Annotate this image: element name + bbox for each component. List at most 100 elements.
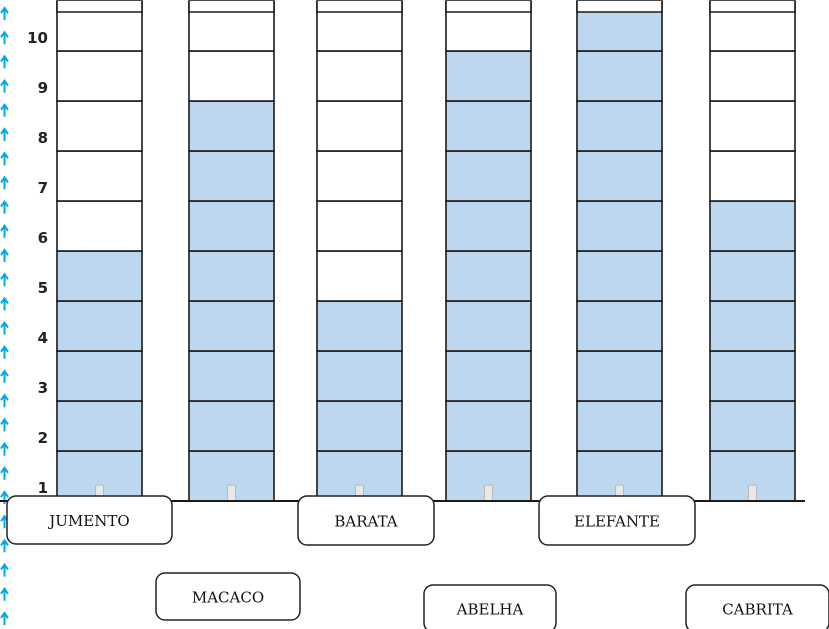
- bottle-icon: [227, 484, 236, 502]
- bar-top-cap-elefante: [576, 1, 663, 13]
- bar-cell-elefante-9: [576, 50, 663, 102]
- label-frame: [538, 495, 696, 546]
- up-arrow-icon: [0, 30, 9, 45]
- left-margin-arrow-icons: [0, 6, 9, 625]
- bar-cell-cabrita-2: [709, 400, 796, 452]
- up-arrow-icon: [0, 417, 9, 432]
- label-box-cabrita: CABRITA: [685, 584, 829, 629]
- up-arrow-icon: [0, 78, 9, 93]
- bar-cell-macaco-6: [188, 200, 275, 252]
- bar-cell-jumento-5: [56, 250, 143, 302]
- bar-cell-barata-8: [316, 100, 403, 152]
- label-frame: [423, 584, 557, 629]
- up-arrow-icon: [0, 224, 9, 238]
- up-arrow-icon: [0, 562, 9, 577]
- bar-cell-cabrita-7: [709, 150, 796, 202]
- y-tick-2: 2: [38, 429, 48, 447]
- bar-cell-abelha-8: [445, 100, 532, 152]
- category-label-barata: BARATA: [334, 513, 397, 531]
- bar-cell-abelha-2: [445, 400, 532, 452]
- bar-top-cap-jumento: [56, 1, 143, 13]
- up-arrow-icon: [0, 320, 9, 335]
- bar-cell-barata-7: [316, 150, 403, 202]
- up-arrow-icon: [0, 538, 9, 553]
- bar-cell-elefante-4: [576, 300, 663, 352]
- up-arrow-icon: [0, 54, 9, 69]
- up-arrow-icon: [0, 151, 9, 166]
- bar-cell-cabrita-3: [709, 350, 796, 402]
- y-tick-10: 10: [27, 29, 48, 47]
- up-arrow-icon: [0, 248, 9, 262]
- bar-cell-macaco-7: [188, 150, 275, 202]
- bar-cell-macaco-9: [188, 50, 275, 102]
- bar-cell-abelha-9: [445, 50, 532, 102]
- label-frame: [297, 495, 435, 546]
- bar-abelha: [445, 0, 532, 502]
- bar-cell-elefante-5: [576, 250, 663, 302]
- category-label-jumento: JUMENTO: [47, 512, 129, 530]
- bar-cell-macaco-2: [188, 400, 275, 452]
- label-frame: [685, 584, 829, 629]
- bar-cell-elefante-3: [576, 350, 663, 402]
- bar-cell-abelha-7: [445, 150, 532, 202]
- bar-columns: [56, 0, 796, 502]
- label-box-elefante: ELEFANTE: [538, 495, 696, 546]
- category-labels: JUMENTO MACACO BARATA ABELHA ELEFANTE CABRITA: [6, 495, 829, 629]
- bar-cell-elefante-2: [576, 400, 663, 452]
- bar-cell-cabrita-6: [709, 200, 796, 252]
- bar-cell-cabrita-4: [709, 300, 796, 352]
- bar-cell-macaco-8: [188, 100, 275, 152]
- bar-barata: [316, 0, 403, 502]
- bar-cell-jumento-6: [56, 200, 143, 252]
- y-tick-6: 6: [38, 229, 48, 247]
- bar-cell-jumento-3: [56, 350, 143, 402]
- bar-cabrita: [709, 0, 796, 502]
- y-tick-8: 8: [38, 129, 48, 147]
- bar-cell-jumento-2: [56, 400, 143, 452]
- category-label-cabrita: CABRITA: [722, 601, 793, 619]
- bar-elefante: [576, 0, 663, 502]
- label-box-abelha: ABELHA: [423, 584, 557, 629]
- bar-cell-cabrita-5: [709, 250, 796, 302]
- up-arrow-icon: [0, 127, 9, 141]
- bottle-icon: [484, 484, 493, 502]
- bar-cell-barata-2: [316, 400, 403, 452]
- bar-cell-macaco-4: [188, 300, 275, 352]
- bottle-icon: [748, 484, 757, 502]
- up-arrow-icon: [0, 199, 9, 214]
- up-arrow-icon: [0, 393, 9, 408]
- up-arrow-icon: [0, 6, 9, 20]
- category-label-macaco: MACACO: [192, 589, 264, 607]
- up-arrow-icon: [0, 369, 9, 383]
- y-tick-1: 1: [38, 479, 48, 497]
- bar-cell-barata-6: [316, 200, 403, 252]
- bar-cell-abelha-3: [445, 350, 532, 402]
- bar-cell-cabrita-8: [709, 100, 796, 152]
- bar-cell-jumento-8: [56, 100, 143, 152]
- label-box-macaco: MACACO: [155, 572, 301, 621]
- bar-cell-elefante-7: [576, 150, 663, 202]
- up-arrow-icon: [0, 272, 9, 287]
- category-label-elefante: ELEFANTE: [574, 513, 660, 531]
- bar-top-cap-cabrita: [709, 1, 796, 13]
- up-arrow-icon: [0, 611, 9, 625]
- bar-cell-barata-3: [316, 350, 403, 402]
- up-arrow-icon: [0, 441, 9, 456]
- y-tick-7: 7: [38, 179, 48, 197]
- y-axis-ticks: 1 2 3 4 5 6 7 8 9 10: [27, 29, 48, 497]
- up-arrow-icon: [0, 345, 9, 359]
- bar-top-cap-abelha: [445, 1, 532, 13]
- bar-top-cap-macaco: [188, 1, 275, 13]
- label-frame: [155, 572, 301, 621]
- bar-cell-barata-4: [316, 300, 403, 352]
- bar-cell-barata-9: [316, 50, 403, 102]
- bar-cell-barata-5: [316, 250, 403, 302]
- bar-cell-abelha-4: [445, 300, 532, 352]
- up-arrow-icon: [0, 466, 9, 480]
- bar-cell-macaco-3: [188, 350, 275, 402]
- bar-jumento: [56, 0, 143, 502]
- bar-top-cap-barata: [316, 1, 403, 13]
- bar-cell-elefante-8: [576, 100, 663, 152]
- up-arrow-icon: [0, 175, 9, 190]
